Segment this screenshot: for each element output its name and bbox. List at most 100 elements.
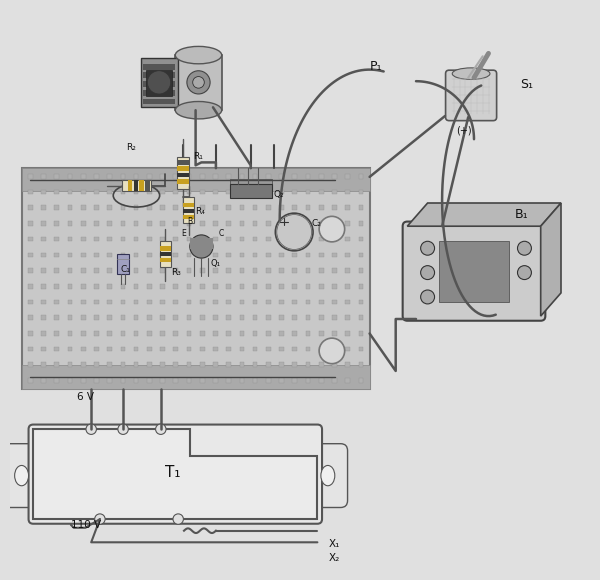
Bar	[359, 174, 363, 179]
Bar	[239, 284, 244, 289]
Bar	[319, 252, 323, 257]
Bar	[305, 252, 310, 257]
Bar	[134, 190, 139, 194]
Bar	[213, 284, 218, 289]
Circle shape	[173, 514, 184, 524]
Bar	[213, 221, 218, 226]
Bar	[305, 300, 310, 304]
Circle shape	[421, 241, 434, 255]
Bar	[173, 284, 178, 289]
Bar	[187, 331, 191, 336]
Bar	[266, 268, 271, 273]
Text: X₂: X₂	[329, 553, 340, 563]
Bar	[279, 237, 284, 241]
Bar	[239, 300, 244, 304]
Bar	[94, 190, 99, 194]
Bar	[359, 331, 363, 336]
Bar	[346, 190, 350, 194]
Text: Q₂: Q₂	[274, 190, 284, 199]
Bar	[134, 284, 139, 289]
Bar	[28, 362, 32, 367]
FancyBboxPatch shape	[2, 444, 43, 508]
Bar	[292, 268, 297, 273]
Bar	[279, 347, 284, 351]
Bar	[107, 347, 112, 351]
Bar	[292, 252, 297, 257]
Bar	[319, 347, 323, 351]
Bar	[319, 378, 323, 383]
Bar	[107, 252, 112, 257]
Bar	[226, 284, 231, 289]
Bar	[253, 174, 257, 179]
Bar	[160, 237, 165, 241]
Bar	[200, 362, 205, 367]
Bar	[253, 221, 257, 226]
Bar	[200, 252, 205, 257]
Bar	[226, 378, 231, 383]
Bar	[359, 362, 363, 367]
Bar	[226, 174, 231, 179]
Bar	[81, 174, 86, 179]
Bar	[81, 190, 86, 194]
Bar	[226, 252, 231, 257]
Bar	[346, 331, 350, 336]
Bar	[187, 237, 191, 241]
Bar	[253, 284, 257, 289]
Bar	[266, 237, 271, 241]
Bar	[81, 205, 86, 210]
Bar	[28, 331, 32, 336]
Bar	[332, 284, 337, 289]
Bar	[146, 70, 172, 96]
Text: C: C	[219, 229, 224, 238]
Bar	[332, 268, 337, 273]
Bar	[147, 205, 152, 210]
Text: Q₁: Q₁	[210, 259, 220, 269]
Text: C₂: C₂	[311, 219, 322, 228]
Bar	[253, 378, 257, 383]
Bar	[134, 300, 139, 304]
Bar	[173, 252, 178, 257]
Bar	[143, 90, 175, 96]
Bar	[253, 237, 257, 241]
Bar	[134, 180, 138, 191]
Bar	[134, 378, 139, 383]
Bar	[68, 252, 72, 257]
Bar	[134, 237, 139, 241]
Bar	[359, 205, 363, 210]
Bar	[55, 331, 59, 336]
Bar	[226, 237, 231, 241]
Bar	[239, 237, 244, 241]
Bar	[41, 190, 46, 194]
Bar	[173, 205, 178, 210]
Text: B: B	[187, 217, 192, 226]
Bar	[94, 362, 99, 367]
Bar	[139, 180, 144, 191]
Circle shape	[86, 424, 97, 434]
Bar	[319, 331, 323, 336]
FancyBboxPatch shape	[307, 444, 347, 508]
Bar	[187, 347, 191, 351]
Text: X₁: X₁	[329, 539, 340, 549]
Bar	[187, 284, 191, 289]
Bar	[107, 205, 112, 210]
Bar	[319, 316, 323, 320]
Text: 6 V: 6 V	[77, 392, 94, 403]
Bar	[121, 316, 125, 320]
Bar	[279, 362, 284, 367]
Bar	[41, 316, 46, 320]
Bar	[160, 252, 171, 256]
Ellipse shape	[190, 235, 213, 258]
Bar	[160, 221, 165, 226]
Bar	[279, 174, 284, 179]
Bar	[239, 362, 244, 367]
Bar	[68, 174, 72, 179]
Bar	[107, 268, 112, 273]
Bar	[319, 362, 323, 367]
Bar	[266, 221, 271, 226]
Bar	[177, 166, 188, 171]
Bar	[359, 347, 363, 351]
Bar	[279, 331, 284, 336]
Bar	[314, 450, 341, 502]
Bar	[305, 284, 310, 289]
Bar	[177, 160, 188, 165]
